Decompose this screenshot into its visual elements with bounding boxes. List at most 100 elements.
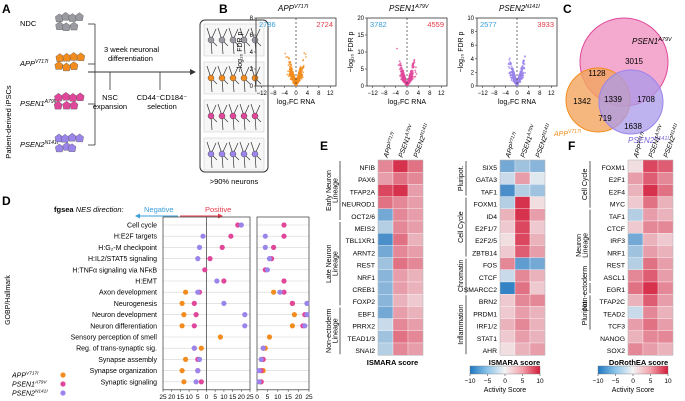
neuron-neurite — [217, 65, 229, 93]
heatmap-cell — [642, 233, 659, 246]
heatmap-gene-label: GATA3 — [476, 177, 497, 184]
heatmap-cell — [499, 269, 516, 283]
neuron-soma — [229, 150, 237, 158]
neuron-soma — [218, 36, 226, 44]
volcano-point — [519, 70, 522, 73]
neuron-neurite — [206, 65, 218, 93]
heatmap-cell — [407, 294, 424, 307]
pathway-label: Sensory perception of smell — [71, 335, 158, 342]
heatmap-gene-label: PRRX2 — [352, 324, 375, 331]
heatmap-cell — [514, 159, 531, 173]
volcano-y-tick-label: 8 — [250, 16, 254, 22]
neuron-soma — [251, 150, 259, 158]
heatmap-gene-label: TAF1 — [481, 189, 497, 196]
volcano-point — [409, 76, 412, 79]
pathway-label: H:E2F targets — [114, 234, 158, 241]
gobp-side-label: GOBP/Hallmark — [5, 275, 12, 325]
heatmap-cell — [529, 318, 546, 331]
neuron-soma — [207, 74, 215, 82]
column-name: PSEN1 — [398, 135, 412, 159]
ipsc-cell — [61, 11, 70, 21]
volcano-y-tick-label: 10 — [357, 50, 364, 56]
neuron-soma — [240, 74, 248, 82]
volcano-point — [518, 73, 521, 76]
heatmap-cell — [657, 159, 674, 173]
heatmap-cell — [377, 318, 394, 331]
column-name: APP — [382, 143, 394, 160]
fgsea-point-psen2 — [195, 289, 201, 295]
venn-psen1-label: PSEN1A79V — [632, 37, 673, 46]
heatmap-cell — [377, 245, 394, 258]
heatmap-cell — [407, 318, 424, 331]
cerno-point-psen1 — [281, 222, 287, 228]
volcano-up-count: 2724 — [316, 20, 333, 29]
heatmap-cell — [377, 257, 394, 270]
cerno-point-psen1 — [281, 278, 287, 284]
volcano-point — [407, 83, 410, 85]
cerno-point-psen2 — [302, 323, 308, 329]
heatmap-cell — [392, 233, 409, 246]
fgsea-point-psen1 — [228, 233, 234, 239]
volcano-x-label: log₂FC RNA — [498, 99, 536, 106]
volcano-point — [508, 58, 511, 61]
heatmap-cell — [377, 196, 394, 209]
heatmap-cell — [529, 245, 546, 258]
column-sup: V717I — [386, 131, 396, 145]
heatmap-cell — [392, 257, 409, 270]
negative-label: Negative — [144, 205, 174, 214]
volcano-point — [289, 70, 291, 73]
heatmap-cell — [392, 184, 409, 197]
heatmap-gene-label: NANOG — [600, 336, 625, 343]
selection-label: selection — [147, 102, 177, 111]
heatmap-cell — [499, 172, 516, 185]
heatmap-cell — [499, 306, 516, 319]
neuron-soma — [240, 150, 248, 158]
heatmap-cell — [499, 196, 516, 209]
group-label: Lineage — [333, 251, 340, 276]
legend-label-name: APP — [11, 373, 26, 380]
volcano-point — [509, 62, 512, 64]
heatmap-gene-label: TFAP2C — [599, 299, 625, 306]
volcano-point — [411, 69, 413, 72]
heatmap-gene-label: E2F4 — [609, 189, 625, 196]
heatmap-cell — [627, 281, 644, 295]
ipsc-cell — [75, 92, 85, 101]
heatmap-cell — [529, 172, 546, 185]
heatmap-cell — [529, 196, 546, 209]
heatmap-cell — [407, 269, 424, 283]
volcano-point — [303, 52, 306, 54]
heatmap-cell — [627, 220, 644, 234]
negative-arrowhead — [135, 213, 140, 219]
fgsea-tick-label: 0 — [205, 394, 209, 401]
cerno-tick-label: 25 — [305, 394, 313, 401]
heatmap-cell — [392, 208, 409, 222]
heatmap-cell — [627, 159, 644, 173]
group-label: Pluripot. — [582, 300, 589, 326]
volcano-point — [291, 71, 294, 74]
volcano-point — [288, 65, 291, 68]
volcano-point — [298, 70, 301, 73]
volcano-point — [522, 61, 524, 64]
heatmap-cell — [407, 196, 424, 209]
heatmap-gene-label: NRF1 — [357, 275, 375, 282]
volcano-y-tick-label: 0 — [250, 84, 254, 90]
colorbar-gradient — [597, 365, 669, 375]
volcano-y-tick-label: 4 — [250, 50, 254, 56]
volcano-point — [287, 64, 290, 67]
cerno-point-psen2 — [256, 379, 262, 385]
heatmap-cell — [499, 330, 516, 344]
pathway-label: H:G₂-M checkpoint — [98, 245, 157, 252]
heatmap-cell — [407, 159, 424, 173]
fgsea-point-psen1 — [202, 267, 208, 273]
heatmap-cell — [529, 330, 546, 344]
panel-c-venn: PSEN1A79V APPV717I PSEN2N141I 3015 1128 … — [553, 17, 673, 145]
fgsea-point-app — [179, 368, 185, 374]
pathway-label: Synapse organization — [90, 368, 157, 375]
cerno-point-app — [291, 312, 297, 318]
neuron-neurite — [239, 141, 251, 169]
heatmap-cell — [627, 330, 644, 344]
heatmap-cell — [514, 245, 531, 258]
heatmap-gene-label: BRN2 — [479, 299, 497, 306]
group-label: Non-ectoderm — [582, 266, 589, 311]
